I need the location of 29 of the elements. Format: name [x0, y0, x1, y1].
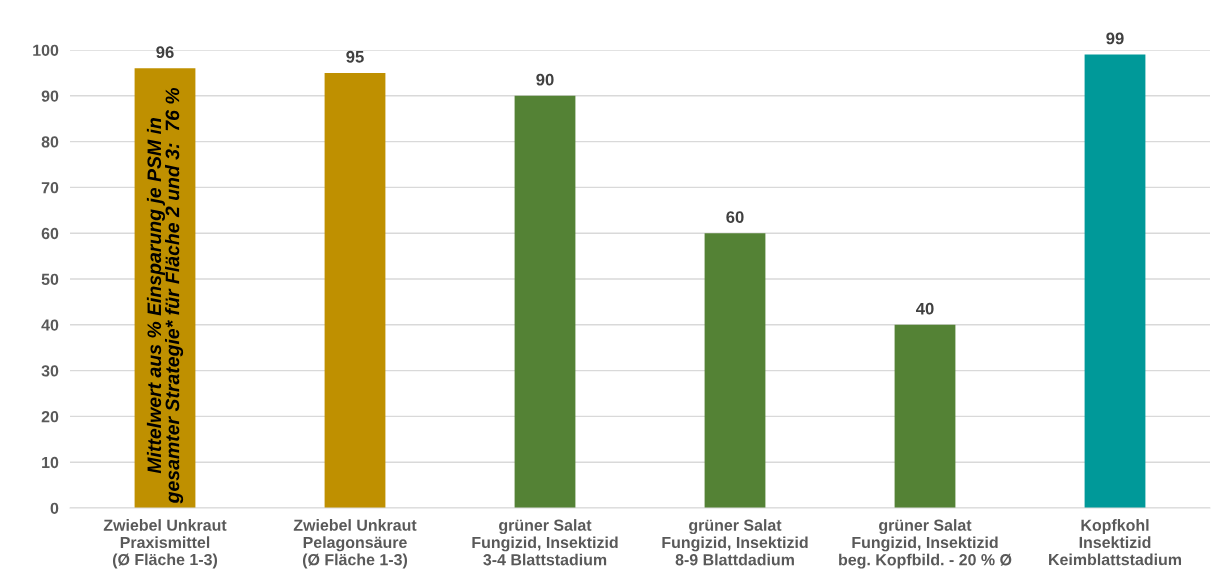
data-label: 60: [726, 211, 744, 223]
data-label: 95: [346, 50, 364, 63]
bar: [704, 233, 766, 508]
y-tick-label: 50: [41, 273, 59, 285]
data-label: 96: [156, 46, 174, 59]
y-tick-label: 90: [41, 90, 59, 102]
data-label: 90: [536, 73, 554, 86]
y-tick-label: 80: [41, 136, 59, 148]
x-tick-label: Zwiebel Unkraut Praxismittel (Ø Fläche 1-3): [103, 519, 227, 569]
y-tick-label: 0: [50, 502, 59, 514]
bar: [1084, 54, 1146, 508]
y-tick-label: 20: [41, 411, 59, 423]
x-tick-label: Kopfkohl Insektizid Keimblattstadium: [1049, 519, 1182, 566]
annotation: Mittelwert aus % Einsparung je PSM in gesamter Strategie* für Fläche 2 und 3: 76 %: [146, 87, 184, 504]
data-label: 99: [1106, 32, 1124, 45]
y-tick-label: 40: [41, 319, 59, 331]
y-tick-label: 30: [41, 365, 59, 377]
x-tick-label: Zwiebel Unkraut Pelagonsäure (Ø Fläche 1-3): [293, 519, 417, 569]
y-tick-label: 100: [33, 44, 59, 56]
bar: [324, 72, 386, 508]
data-label: 40: [915, 302, 934, 315]
bar: [894, 324, 956, 508]
bar: [514, 95, 576, 508]
x-tick-label: grüner Salat Fungizid, Insektizid beg. Kopfbild. - 20 % Ø: [839, 519, 1012, 569]
y-tick-label: 70: [41, 182, 59, 194]
x-tick-label: grüner Salat Fungizid, Insektizid 3-4 Blattstadium: [472, 519, 618, 566]
y-tick-label: 10: [42, 456, 59, 469]
x-tick-label: grüner Salat Fungizid, Insektizid 8-9 Blattdadium: [662, 519, 808, 566]
y-tick-label: 60: [41, 227, 59, 240]
